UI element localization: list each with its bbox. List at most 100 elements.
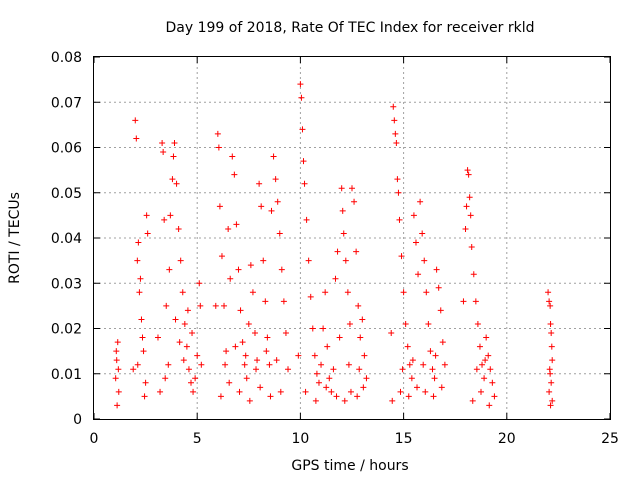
- data-point: [254, 357, 261, 364]
- data-point: [546, 388, 553, 395]
- data-point: [305, 257, 312, 264]
- data-point: [546, 366, 553, 373]
- data-point: [547, 320, 554, 327]
- data-point: [361, 352, 368, 359]
- data-point: [302, 388, 309, 395]
- data-point: [355, 302, 362, 309]
- data-point: [139, 334, 146, 341]
- data-point: [270, 153, 277, 160]
- x-tick-label: 15: [395, 431, 413, 447]
- data-point: [114, 339, 121, 346]
- data-point: [392, 130, 399, 137]
- data-point: [303, 216, 310, 223]
- data-point: [359, 316, 366, 323]
- y-tick-label: 0: [73, 412, 82, 428]
- data-point: [114, 402, 121, 409]
- y-tick-label: 0.03: [51, 276, 82, 292]
- data-point: [113, 348, 120, 355]
- y-tick-label: 0.01: [51, 367, 82, 383]
- data-point: [336, 334, 343, 341]
- data-point: [243, 375, 250, 382]
- data-point: [183, 343, 190, 350]
- data-point: [242, 352, 249, 359]
- data-point: [295, 352, 302, 359]
- data-point: [429, 366, 436, 373]
- data-point: [420, 361, 427, 368]
- data-point: [334, 248, 341, 255]
- axis-ticks: [93, 56, 611, 420]
- data-point: [136, 289, 143, 296]
- data-point: [214, 130, 221, 137]
- data-point: [274, 198, 281, 205]
- data-point: [406, 361, 413, 368]
- data-point: [212, 302, 219, 309]
- data-point: [333, 393, 340, 400]
- data-point: [320, 325, 327, 332]
- data-point: [318, 361, 325, 368]
- data-point: [470, 271, 477, 278]
- data-point: [256, 180, 263, 187]
- data-point: [422, 388, 429, 395]
- data-point: [419, 230, 426, 237]
- data-point: [549, 357, 556, 364]
- data-point: [474, 320, 481, 327]
- data-point: [405, 393, 412, 400]
- data-point: [548, 379, 555, 386]
- data-point: [115, 366, 122, 373]
- data-point: [353, 248, 360, 255]
- data-point: [460, 298, 467, 305]
- data-point: [277, 388, 284, 395]
- data-point: [235, 266, 242, 273]
- data-point: [280, 298, 287, 305]
- data-point: [268, 207, 275, 214]
- data-point: [112, 375, 119, 382]
- data-point: [346, 320, 353, 327]
- data-point: [486, 402, 493, 409]
- data-point: [258, 203, 265, 210]
- x-tick-label: 0: [90, 431, 99, 447]
- data-point: [489, 379, 496, 386]
- data-point: [345, 361, 352, 368]
- data-point: [194, 352, 201, 359]
- data-point: [297, 81, 304, 88]
- data-point: [180, 357, 187, 364]
- x-axis-label: GPS time / hours: [291, 458, 408, 474]
- data-point: [266, 361, 273, 368]
- data-point: [167, 212, 174, 219]
- data-point: [142, 379, 149, 386]
- data-point: [217, 393, 224, 400]
- data-point: [341, 397, 348, 404]
- data-point: [154, 334, 161, 341]
- data-point: [192, 375, 199, 382]
- data-point: [485, 352, 492, 359]
- data-point: [549, 397, 556, 404]
- data-point: [463, 203, 470, 210]
- data-point: [548, 330, 555, 337]
- data-point: [415, 271, 422, 278]
- data-point: [137, 275, 144, 282]
- data-point: [300, 158, 307, 165]
- data-point: [312, 397, 319, 404]
- data-point: [185, 366, 192, 373]
- data-point: [276, 230, 283, 237]
- data-point: [548, 343, 555, 350]
- x-tick-label: 20: [498, 431, 516, 447]
- data-point: [414, 384, 421, 391]
- data-point: [218, 253, 225, 260]
- data-point: [340, 230, 347, 237]
- data-point: [332, 275, 339, 282]
- data-point: [163, 302, 170, 309]
- data-points: [112, 81, 556, 409]
- data-point: [465, 171, 472, 178]
- data-point: [356, 366, 363, 373]
- data-point: [245, 320, 252, 327]
- data-point: [285, 366, 292, 373]
- data-point: [132, 117, 139, 124]
- data-point: [482, 357, 489, 364]
- data-point: [402, 320, 409, 327]
- data-point: [439, 339, 446, 346]
- data-point: [427, 348, 434, 355]
- data-point: [311, 352, 318, 359]
- data-point: [165, 361, 172, 368]
